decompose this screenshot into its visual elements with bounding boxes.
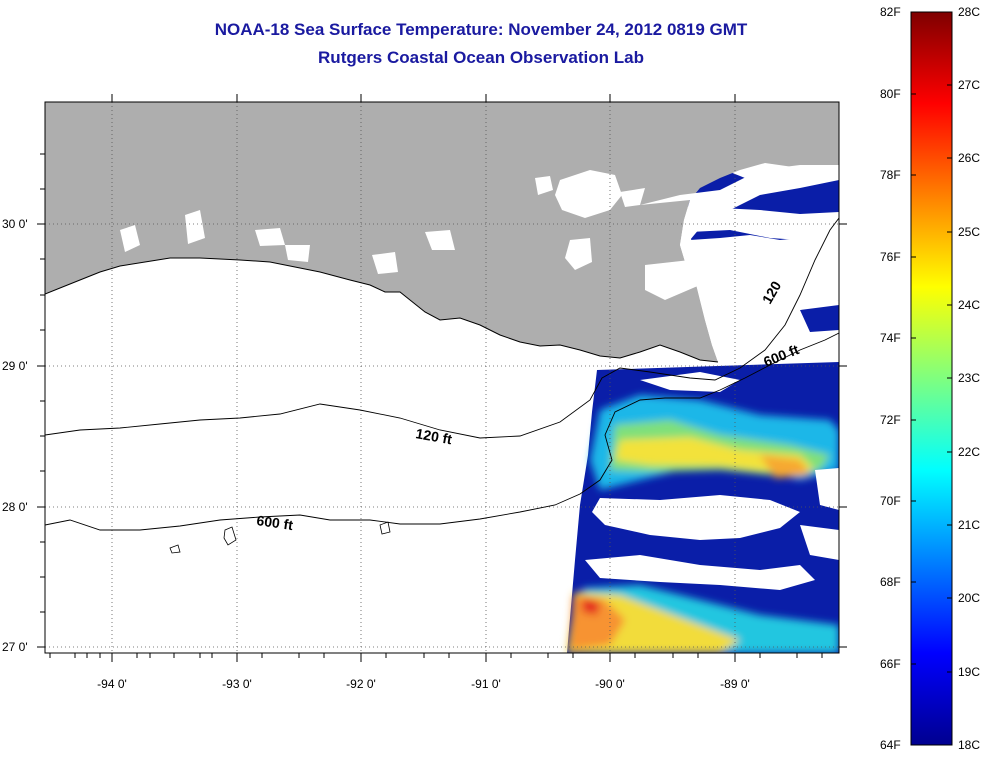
colorbar-label-18c: 18C [958, 738, 981, 752]
lat-label-30: 30 0' [2, 217, 28, 231]
colorbar-label-76f: 76F [880, 250, 901, 264]
lon-label-93: -93 0' [222, 677, 252, 691]
coastline [45, 257, 719, 363]
colorbar-label-78f: 78F [880, 168, 901, 182]
colorbar-label-24c: 24C [958, 298, 981, 312]
lon-label-91: -91 0' [471, 677, 501, 691]
colorbar [910, 11, 953, 746]
colorbar-label-72f: 72F [880, 413, 901, 427]
contour-600ft-islands [169, 521, 391, 554]
contour-120ft [45, 217, 839, 439]
colorbar-label-27c: 27C [958, 78, 981, 92]
colorbar-label-25c: 25C [958, 225, 981, 239]
colorbar-label-21c: 21C [958, 518, 981, 532]
land-cloud-patches [120, 165, 839, 362]
sst-swath [567, 362, 839, 653]
lat-label-28: 28 0' [2, 500, 28, 514]
colorbar-label-82f: 82F [880, 5, 901, 19]
contour-600ft [45, 332, 839, 531]
lon-label-90: -90 0' [595, 677, 625, 691]
colorbar-label-64f: 64F [880, 738, 901, 752]
plot-frame [44, 101, 840, 654]
colorbar-label-68f: 68F [880, 575, 901, 589]
lon-label-94: -94 0' [97, 677, 127, 691]
colorbar-label-74f: 74F [880, 331, 901, 345]
lon-label-89: -89 0' [720, 677, 750, 691]
map-grid [45, 102, 839, 653]
map-subtitle: Rutgers Coastal Ocean Observation Lab [318, 48, 644, 67]
lat-label-27: 27 0' [2, 640, 28, 654]
contour-label-120ft-west: 120 ft [414, 425, 453, 447]
contour-label-600ft-west: 600 ft [256, 512, 295, 533]
axis-minor-ticks [40, 153, 823, 658]
colorbar-label-26c: 26C [958, 151, 981, 165]
colorbar-label-19c: 19C [958, 665, 981, 679]
colorbar-label-23c: 23C [958, 371, 981, 385]
lon-label-92: -92 0' [346, 677, 376, 691]
colorbar-label-28c: 28C [958, 5, 981, 19]
lat-label-29: 29 0' [2, 359, 28, 373]
axis-ticks [37, 94, 847, 662]
colorbar-label-80f: 80F [880, 87, 901, 101]
colorbar-label-66f: 66F [880, 657, 901, 671]
map-title: NOAA-18 Sea Surface Temperature: Novembe… [214, 20, 748, 39]
colorbar-label-20c: 20C [958, 591, 981, 605]
colorbar-ticks [911, 84, 952, 673]
colorbar-label-70f: 70F [880, 494, 901, 508]
colorbar-label-22c: 22C [958, 445, 981, 459]
